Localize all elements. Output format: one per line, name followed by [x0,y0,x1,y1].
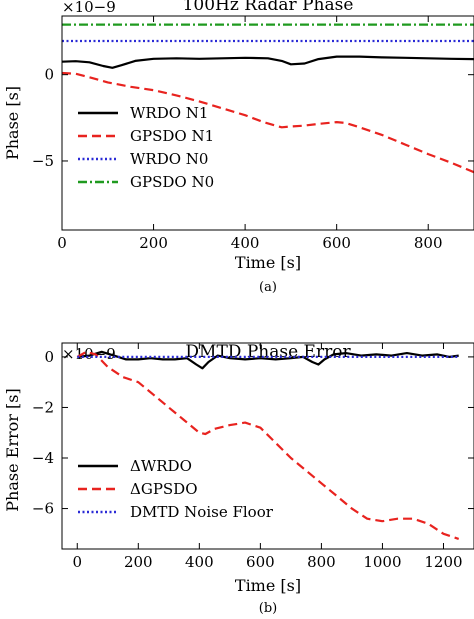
panel-b-ytick-label-3: 0 [44,348,54,366]
panel-b-ytick-label-0: −6 [32,500,54,518]
panel-a-xlabel: Time [s] [235,253,301,272]
panel-a-ytick-label-1: 0 [44,66,54,84]
panel-b-legend-label-0: ΔWRDO [130,457,192,475]
panel-b: DMTD Phase Error ×10−9 0 200 400 600 800 1000… [3,342,474,616]
panel-b-series-line-0 [77,350,459,370]
panel-b-scale-note: ×10−9 [62,345,116,363]
panel-a-series-line-0 [62,55,474,69]
panel-b-ticks: 0 200 400 600 800 1000 1200 −6 −4 −2 0 [32,343,474,571]
panel-b-xtick-label-2: 400 [185,553,214,571]
panel-b-xtick-label-3: 600 [246,553,275,571]
panel-b-axes-frame [61,342,474,550]
panel-a-axes-frame [61,15,474,231]
panel-a-xtick-label-4: 800 [414,234,443,252]
panel-a-xtick-label-1: 200 [139,234,168,252]
panel-a-series-group [62,23,474,174]
panel-a-legend-label-2: WRDO N0 [130,150,208,168]
panel-b-xlabel: Time [s] [235,576,301,595]
panel-b-xtick-label-4: 800 [307,553,336,571]
panel-a-xtick-label-0: 0 [57,234,67,252]
panel-b-series-group [76,350,460,540]
panel-a-series-line-1 [62,71,474,174]
panel-a-caption: (a) [259,280,277,295]
panel-b-xtick-label-0: 0 [72,553,82,571]
panel-b-series-line-1 [76,350,460,540]
panel-b-legend-label-2: DMTD Noise Floor [130,503,274,521]
panel-a-ticks: 0 200 400 600 800 −5 0 [32,16,474,252]
panel-b-xtick-label-6: 1200 [424,553,462,571]
panel-a-legend: WRDO N1 GPSDO N1 WRDO N0 GPSDO N0 [78,104,214,191]
panel-a-xtick-label-3: 600 [322,234,351,252]
panel-b-ytick-label-2: −2 [32,398,54,416]
panel-b-legend: ΔWRDO ΔGPSDO DMTD Noise Floor [78,457,274,521]
panel-a-ylabel: Phase [s] [3,86,22,160]
panel-a-xtick-label-2: 400 [231,234,260,252]
panel-b-ytick-label-1: −4 [32,449,54,467]
panel-b-ylabel: Phase Error [s] [3,388,22,511]
panel-b-caption: (b) [259,601,277,616]
panel-a-title: 100Hz Radar Phase [183,0,354,15]
panel-a-legend-label-1: GPSDO N1 [130,127,214,145]
panel-b-xtick-label-1: 200 [124,553,153,571]
panel-a-ytick-label-0: −5 [32,152,54,170]
panel-b-xtick-label-5: 1000 [363,553,401,571]
panel-a: 100Hz Radar Phase ×10−9 0 200 400 600 800−50… [3,0,474,295]
panel-a-scale-note: ×10−9 [62,0,116,16]
panel-b-legend-label-1: ΔGPSDO [130,480,198,498]
panel-a-legend-label-3: GPSDO N0 [130,173,214,191]
panel-a-legend-label-0: WRDO N1 [130,104,208,122]
